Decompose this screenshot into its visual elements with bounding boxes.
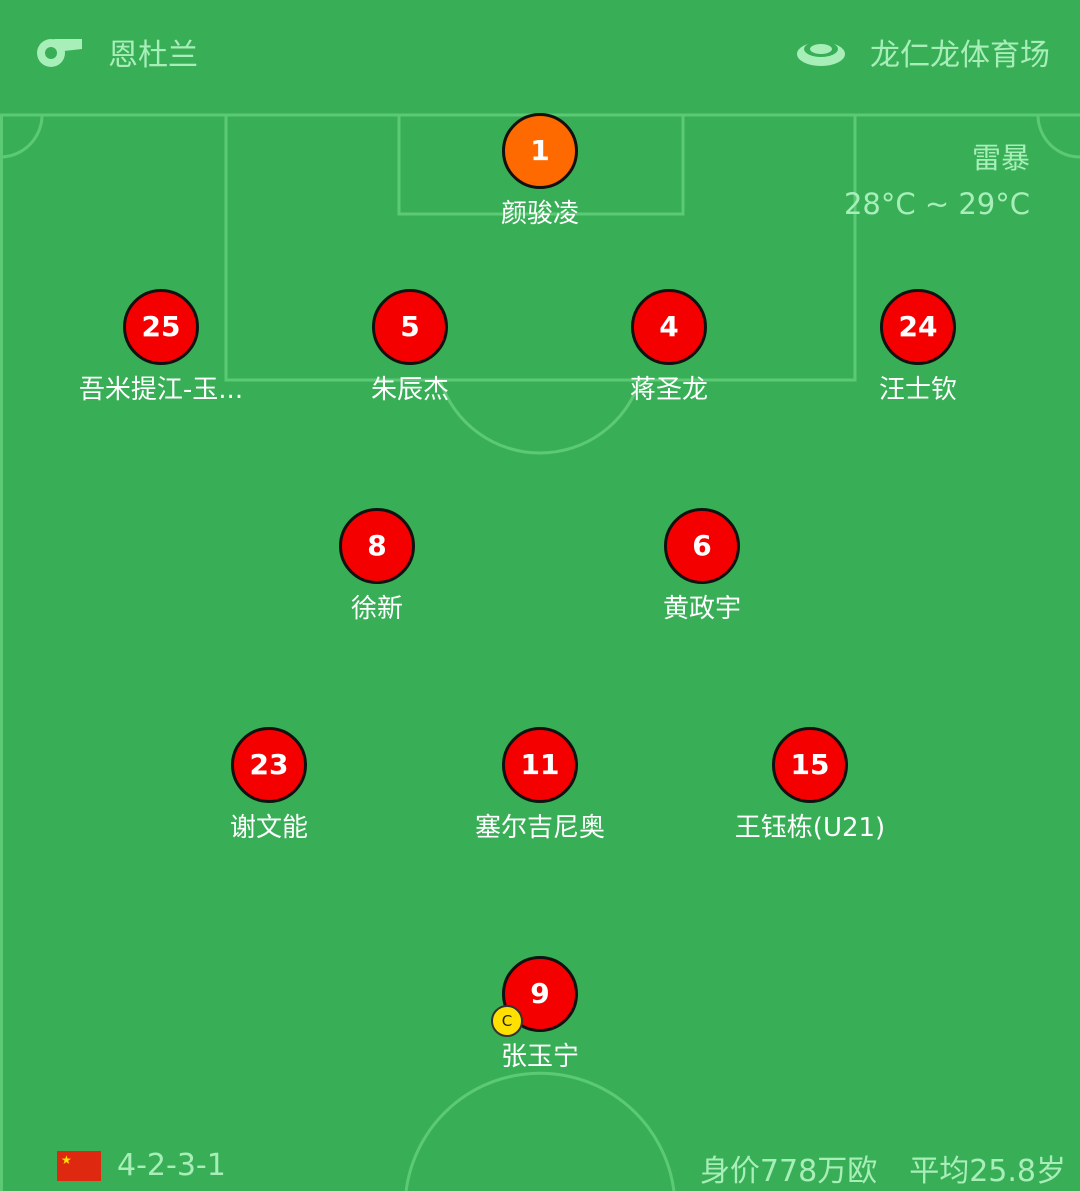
match-info-bar: 恩杜兰 龙仁龙体育场 xyxy=(0,0,1080,114)
venue: 龙仁龙体育场 xyxy=(796,30,1050,74)
player-number-text: 9 xyxy=(530,977,550,1010)
player-name: 张玉宁 xyxy=(500,1042,579,1072)
player[interactable]: 15 王钰栋(U21) xyxy=(680,727,940,844)
player-name: 吾米提江-玉... xyxy=(78,375,244,405)
venue-name: 龙仁龙体育场 xyxy=(870,38,1050,73)
weather-condition: 雷暴 xyxy=(971,141,1030,175)
player[interactable]: 9 C 张玉宁 xyxy=(410,956,670,1073)
player-number: 4 xyxy=(631,289,707,365)
player[interactable]: 6 黄政宇 xyxy=(572,508,832,625)
referee-name: 恩杜兰 xyxy=(108,38,198,73)
market-value: 身价778万欧 xyxy=(699,1154,878,1189)
whistle-icon xyxy=(37,39,82,67)
player-number: 5 xyxy=(372,289,448,365)
player-number: 6 xyxy=(664,508,740,584)
player-number: 8 xyxy=(339,508,415,584)
player-name: 塞尔吉尼奥 xyxy=(474,813,605,843)
player[interactable]: 8 徐新 xyxy=(247,508,507,625)
player-name: 徐新 xyxy=(350,594,403,624)
player-name: 颜骏凌 xyxy=(500,199,579,229)
captain-badge: C xyxy=(491,1005,523,1037)
stadium-icon xyxy=(797,41,845,66)
formation: 4-2-3-1 xyxy=(117,1148,226,1183)
average-age: 平均25.8岁 xyxy=(909,1154,1066,1189)
player-name: 蒋圣龙 xyxy=(629,375,708,405)
player[interactable]: 4 蒋圣龙 xyxy=(539,289,799,406)
player[interactable]: 11 塞尔吉尼奥 xyxy=(410,727,670,844)
player-name: 王钰栋(U21) xyxy=(734,813,886,843)
player-name: 朱辰杰 xyxy=(370,375,449,405)
player-number: 23 xyxy=(231,727,307,803)
player[interactable]: 25 吾米提江-玉... xyxy=(31,289,291,406)
formation-info: ★ 4-2-3-1 xyxy=(57,1148,226,1183)
player[interactable]: 24 汪士钦 xyxy=(788,289,1048,406)
player-number: 15 xyxy=(772,727,848,803)
team-stats: 身价778万欧 平均25.8岁 xyxy=(700,1146,1066,1190)
player-number: 1 xyxy=(502,113,578,189)
weather-temperature: 28°C ~ 29°C xyxy=(843,187,1030,221)
referee: 恩杜兰 xyxy=(34,30,198,74)
weather: 雷暴 28°C ~ 29°C xyxy=(844,135,1030,227)
player-number: 25 xyxy=(123,289,199,365)
player-number: 11 xyxy=(502,727,578,803)
player[interactable]: 5 朱辰杰 xyxy=(280,289,540,406)
player-number: 24 xyxy=(880,289,956,365)
china-flag-icon: ★ xyxy=(57,1150,101,1181)
player-name: 谢文能 xyxy=(229,813,308,843)
player[interactable]: 1 颜骏凌 xyxy=(410,113,670,230)
player[interactable]: 23 谢文能 xyxy=(139,727,399,844)
player-name: 黄政宇 xyxy=(662,594,741,624)
player-name: 汪士钦 xyxy=(878,375,957,405)
